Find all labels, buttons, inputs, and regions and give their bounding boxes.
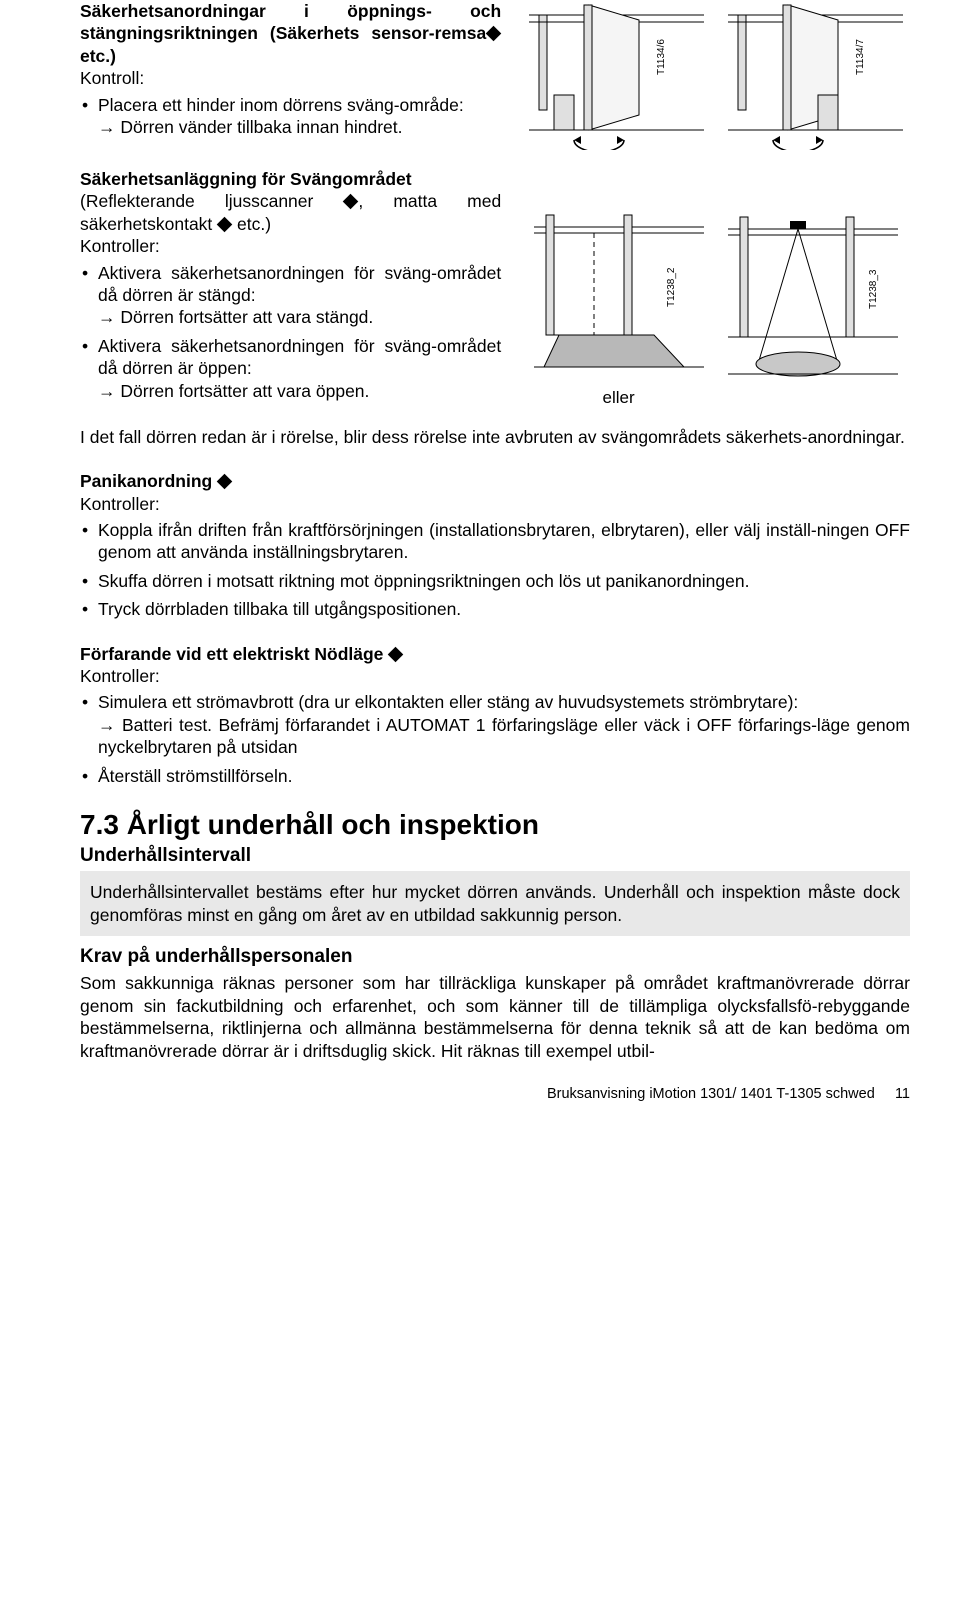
- bullet-text: Placera ett hinder inom dörrens sväng-om…: [98, 95, 464, 115]
- section-panik: Panikanordning Kontroller: Koppla ifrån …: [80, 470, 910, 620]
- section-safety-sensor: Säkerhetsanordningar i öppnings- och stä…: [80, 0, 910, 150]
- section-7-3: 7.3 Årligt underhåll och inspektion Unde…: [80, 809, 910, 1062]
- section-nodlage: Förfarande vid ett elektriskt Nödläge Ko…: [80, 643, 910, 787]
- fig-label: T1134/7: [855, 39, 866, 75]
- bullet-text: Aktivera säkerhetsanordningen för sväng-…: [98, 336, 501, 378]
- fig-wrapper: T1238_3: [728, 209, 898, 408]
- diamond-icon: [217, 474, 233, 490]
- list-item: Koppla ifrån driften från kraftförsörjni…: [80, 519, 910, 564]
- subheading-interval: Underhållsintervall: [80, 845, 910, 867]
- list-item: Aktivera säkerhetsanordningen för sväng-…: [80, 262, 501, 329]
- diamond-icon: [486, 26, 502, 42]
- subheading-personnel: Krav på underhållspersonalen: [80, 946, 910, 968]
- bullet-list: Aktivera säkerhetsanordningen för sväng-…: [80, 262, 501, 402]
- list-item: Återställ strömstillförseln.: [80, 765, 910, 787]
- kontroller-label: Kontroller:: [80, 493, 910, 515]
- bullet-list: Placera ett hinder inom dörrens sväng-om…: [80, 94, 501, 139]
- bullet-list: Simulera ett strömavbrott (dra ur elkont…: [80, 691, 910, 787]
- diamond-icon: [343, 194, 359, 210]
- section1-title: Säkerhetsanordningar i öppnings- och stä…: [80, 0, 501, 67]
- kontroller-label: Kontroller:: [80, 235, 501, 257]
- arrow-line: Dörren fortsätter att vara öppen.: [98, 380, 501, 402]
- scanner-figure: T1238_3: [728, 209, 898, 384]
- kontroll-label: Kontroll:: [80, 67, 501, 89]
- panik-title: Panikanordning: [80, 470, 910, 492]
- list-item: Simulera ett strömavbrott (dra ur elkont…: [80, 691, 910, 758]
- arrow-line: Dörren vänder tillbaka innan hindret.: [98, 116, 501, 138]
- personnel-body: Som sakkunniga räknas personer som har t…: [80, 972, 910, 1062]
- list-item: Skuffa dörren i motsatt riktning mot öpp…: [80, 570, 910, 592]
- kontroller-label: Kontroller:: [80, 665, 910, 687]
- diamond-icon: [217, 216, 233, 232]
- arrow-line: Dörren fortsätter att vara stängd.: [98, 306, 501, 328]
- figure-column: T1134/6 T1134/7: [521, 0, 910, 150]
- fig-label: T1238_2: [666, 267, 677, 307]
- diamond-icon: [388, 646, 404, 662]
- bullet-text: Simulera ett strömavbrott (dra ur elkont…: [98, 692, 798, 712]
- arrow-line: Batteri test. Befrämj förfarandet i AUTO…: [98, 714, 910, 759]
- page-number: 11: [895, 1086, 910, 1102]
- text-column: Säkerhetsanordningar i öppnings- och stä…: [80, 0, 501, 150]
- section2-title: Säkerhetsanläggning för Svängområdet (Re…: [80, 168, 501, 235]
- bullet-list: Koppla ifrån driften från kraftförsörjni…: [80, 519, 910, 621]
- eller-label: eller: [534, 388, 704, 408]
- footer-text: Bruksanvisning iMotion 1301/ 1401 T-1305…: [547, 1086, 875, 1102]
- section-swing-safety: Säkerhetsanläggning för Svängområdet (Re…: [80, 168, 910, 408]
- motion-note: I det fall dörren redan är i rörelse, bl…: [80, 426, 910, 448]
- fig-wrapper: T1238_2 eller: [534, 207, 704, 408]
- page-footer: Bruksanvisning iMotion 1301/ 1401 T-1305…: [80, 1086, 910, 1102]
- list-item: Tryck dörrbladen tillbaka till utgångspo…: [80, 598, 910, 620]
- door-figure-1: T1134/6: [529, 0, 704, 150]
- bullet-text: Aktivera säkerhetsanordningen för sväng-…: [98, 263, 501, 305]
- fig-label: T1134/6: [656, 39, 667, 75]
- list-item: Aktivera säkerhetsanordningen för sväng-…: [80, 335, 501, 402]
- page: Säkerhetsanordningar i öppnings- och stä…: [0, 0, 960, 1132]
- heading-7-3: 7.3 Årligt underhåll och inspektion: [80, 809, 910, 841]
- nodlage-title: Förfarande vid ett elektriskt Nödläge: [80, 643, 910, 665]
- door-figure-2: T1134/7: [728, 0, 903, 150]
- list-item: Placera ett hinder inom dörrens sväng-om…: [80, 94, 501, 139]
- text-column: Säkerhetsanläggning för Svängområdet (Re…: [80, 168, 501, 408]
- fig-label: T1238_3: [868, 269, 879, 309]
- highlight-box: Underhållsintervallet bestäms efter hur …: [80, 871, 910, 937]
- figure-column: T1238_2 eller T123: [521, 168, 910, 408]
- mat-figure: T1238_2: [534, 207, 704, 382]
